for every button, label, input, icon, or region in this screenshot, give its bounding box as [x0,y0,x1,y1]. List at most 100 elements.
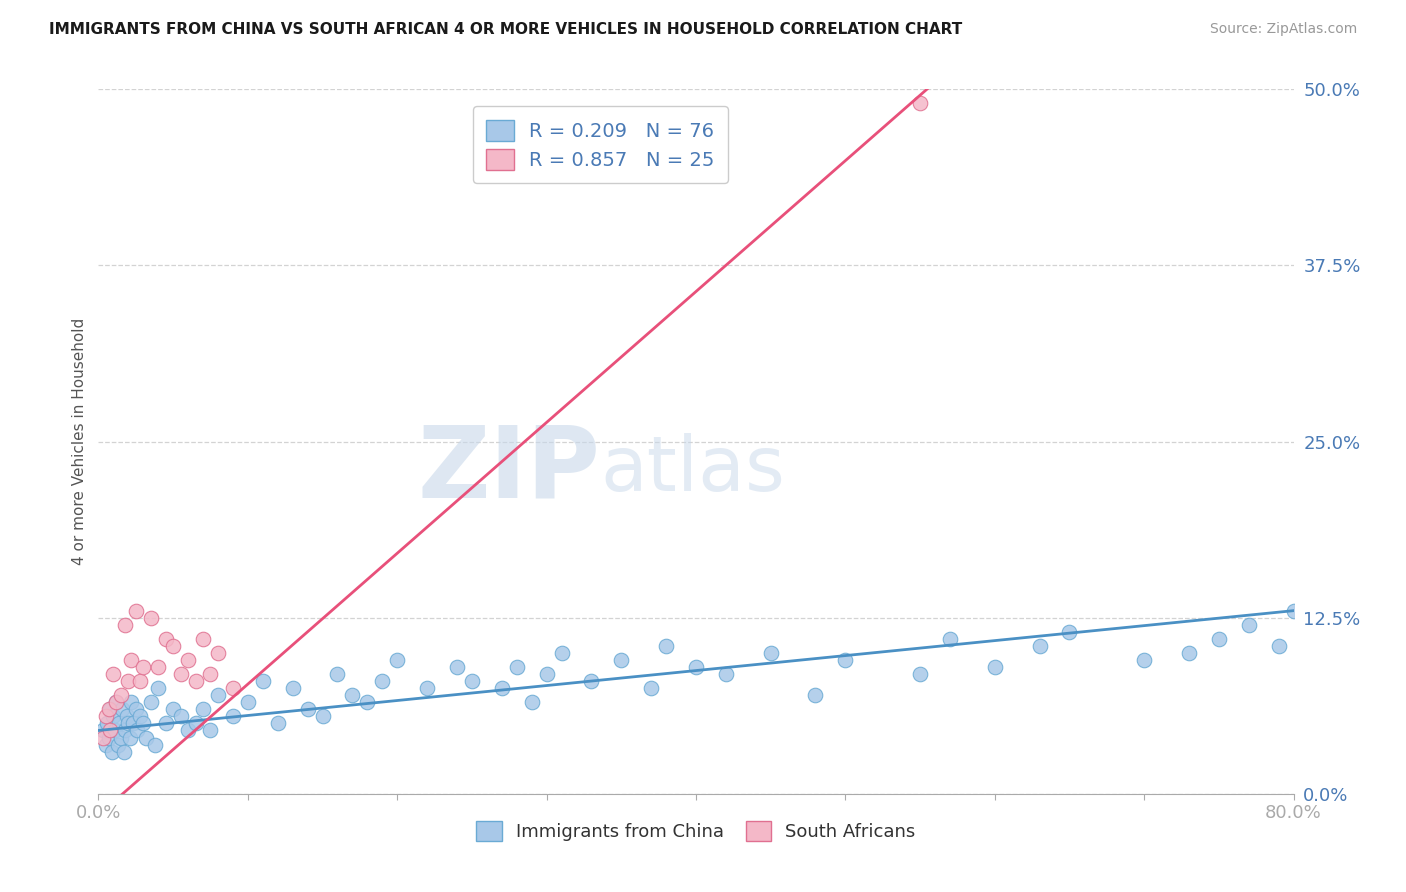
Point [207,646,229,660]
Point [94,709,117,723]
Point [685,660,707,674]
Point [610,653,633,667]
Point [118,731,141,745]
Point [110,688,132,702]
Text: ZIP: ZIP [418,421,600,518]
Point [939,632,962,646]
Point [107,738,129,752]
Point [416,681,439,696]
Point [1178,646,1201,660]
Point [110,731,132,745]
Point [162,639,184,653]
Point [132,660,155,674]
Text: atlas: atlas [600,433,785,507]
Point [117,716,139,731]
Point [129,709,152,723]
Point [97,731,120,745]
Point [169,709,191,723]
Point [114,617,136,632]
Point [117,674,139,689]
Point [120,695,142,709]
Point [1267,639,1289,653]
Point [371,674,394,689]
Point [908,667,931,681]
Point [98,702,122,716]
Point [222,709,245,723]
Point [297,702,319,716]
Point [139,610,162,624]
Point [135,731,157,745]
Point [129,674,152,689]
Point [1028,639,1050,653]
Point [1208,632,1230,646]
Point [108,716,131,731]
Point [114,723,136,738]
Point [125,702,148,716]
Point [191,702,214,716]
Point [984,660,1007,674]
Point [252,674,274,689]
Point [655,639,678,653]
Point [101,745,124,759]
Point [326,667,349,681]
Point [834,653,856,667]
Point [98,723,122,738]
Point [281,681,304,696]
Point [115,709,138,723]
Point [97,702,120,716]
Point [640,681,662,696]
Point [111,702,134,716]
Point [385,653,409,667]
Point [94,738,117,752]
Point [103,667,125,681]
Point [121,716,143,731]
Point [155,716,177,731]
Point [91,731,114,745]
Point [506,660,529,674]
Point [446,660,468,674]
Point [1133,653,1156,667]
Point [550,646,572,660]
Point [236,695,259,709]
Point [1237,617,1260,632]
Point [143,738,166,752]
Point [536,667,558,681]
Text: Source: ZipAtlas.com: Source: ZipAtlas.com [1209,22,1357,37]
Point [96,716,118,731]
Point [191,632,214,646]
Point [207,688,229,702]
Point [520,695,543,709]
Point [155,632,177,646]
Point [267,716,290,731]
Point [491,681,513,696]
Point [105,695,128,709]
Point [908,96,931,111]
Point [177,723,200,738]
Text: IMMIGRANTS FROM CHINA VS SOUTH AFRICAN 4 OR MORE VEHICLES IN HOUSEHOLD CORRELATI: IMMIGRANTS FROM CHINA VS SOUTH AFRICAN 4… [49,22,963,37]
Point [91,723,114,738]
Point [148,660,170,674]
Point [120,653,142,667]
Point [162,702,184,716]
Point [356,695,378,709]
Legend: Immigrants from China, South Africans: Immigrants from China, South Africans [470,814,922,848]
Point [1282,604,1305,618]
Point [759,646,782,660]
Point [1059,624,1081,639]
Point [103,709,125,723]
Point [461,674,484,689]
Point [104,723,127,738]
Point [139,695,162,709]
Point [177,653,200,667]
Point [222,681,245,696]
Y-axis label: 4 or more Vehicles in Household: 4 or more Vehicles in Household [72,318,87,566]
Point [804,688,827,702]
Point [169,667,191,681]
Point [112,745,135,759]
Point [132,716,155,731]
Point [342,688,364,702]
Point [184,716,207,731]
Point [200,723,222,738]
Point [125,604,148,618]
Point [127,723,149,738]
